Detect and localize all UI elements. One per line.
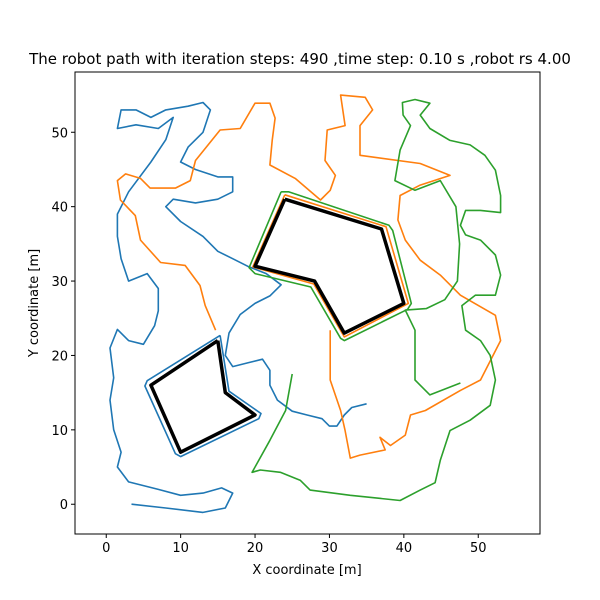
chart-title: The robot path with iteration steps: 490… bbox=[28, 50, 571, 68]
robot-path bbox=[109, 101, 367, 514]
x-tick-label: 40 bbox=[396, 541, 413, 556]
x-tick-label: 10 bbox=[172, 541, 189, 556]
robot-path bbox=[116, 94, 502, 459]
x-tick-label: 0 bbox=[102, 541, 110, 556]
y-tick-label: 10 bbox=[51, 424, 68, 439]
y-axis-label: Y coordinate [m] bbox=[27, 249, 42, 358]
plot-frame bbox=[74, 71, 541, 535]
y-tick-label: 0 bbox=[60, 498, 68, 513]
y-tick-label: 30 bbox=[51, 275, 68, 290]
robot-path bbox=[248, 98, 502, 502]
y-tick-label: 40 bbox=[51, 201, 68, 216]
x-tick-label: 50 bbox=[470, 541, 487, 556]
obstacle bbox=[149, 339, 257, 454]
y-tick-label: 50 bbox=[51, 126, 68, 141]
x-tick-label: 30 bbox=[321, 541, 338, 556]
y-tick-label: 20 bbox=[51, 349, 68, 364]
obstacle bbox=[253, 197, 406, 335]
x-tick-label: 20 bbox=[247, 541, 264, 556]
x-axis-label: X coordinate [m] bbox=[252, 563, 361, 578]
